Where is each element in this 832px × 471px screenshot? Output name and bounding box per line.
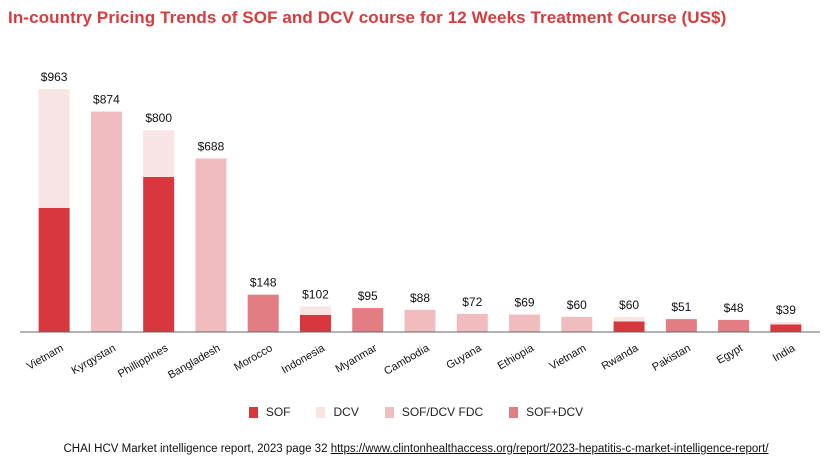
legend-swatch <box>248 406 258 418</box>
bar-segment-dcv <box>613 316 645 322</box>
bar-value-label: $69 <box>515 296 535 310</box>
x-tick-label: Rwanda <box>600 342 642 373</box>
x-tick-label: India <box>771 342 798 365</box>
bar-segment-sof-dcv-fdc <box>195 158 227 332</box>
bar-value-label: $39 <box>776 303 796 317</box>
source-text: CHAI HCV Market intelligence report, 202… <box>63 443 328 455</box>
bar-segment-sof-dcv-fdc <box>561 316 593 332</box>
bar-value-label: $800 <box>145 111 172 125</box>
bar-segment-sof-dcv-fdc <box>404 309 436 332</box>
bar-value-label: $60 <box>619 298 639 312</box>
x-tick-label: Cambodia <box>382 342 432 378</box>
legend-item: SOF+DCV <box>509 405 583 419</box>
bar-value-label: $48 <box>724 301 744 315</box>
legend-label: SOF+DCV <box>526 405 584 419</box>
bar-segment-dcv <box>38 89 70 208</box>
bar-chart: $963 Vietnam $874 Kyrgystan $800 Phillippines… <box>20 70 820 382</box>
bar-value-label: $874 <box>93 93 120 107</box>
x-tick-label: Myanmar <box>334 342 380 375</box>
legend-item: DCV <box>316 405 359 419</box>
legend-label: SOF <box>265 405 291 419</box>
bar-segment-dcv <box>770 322 802 325</box>
bar-value-label: $51 <box>671 300 691 314</box>
chart-title: In-country Pricing Trends of SOF and DCV… <box>8 8 727 27</box>
bar-value-label: $72 <box>462 295 482 309</box>
bar-segment-sof-dcv-fdc <box>509 314 541 332</box>
x-tick-label: Bangladesh <box>166 342 222 381</box>
x-tick-label: Indonesia <box>280 342 328 377</box>
bar-value-label: $963 <box>41 70 68 84</box>
legend-swatch <box>316 406 326 418</box>
bar-value-label: $688 <box>198 139 225 153</box>
x-tick-label: Egypt <box>715 342 745 366</box>
legend-item: SOF/DCV FDC <box>384 405 484 419</box>
x-tick-label: Phillippines <box>116 342 171 380</box>
bar-value-label: $95 <box>358 289 378 303</box>
legend: SOF DCV SOF/DCV FDC SOF+DCV <box>0 405 832 419</box>
bar-value-label: $60 <box>567 298 587 312</box>
bar-segment-sof <box>613 321 645 332</box>
bar-segment-sof <box>770 324 802 332</box>
x-tick-label: Morocco <box>232 342 275 373</box>
bar-value-label: $148 <box>250 276 277 290</box>
bar-segment-sof <box>143 176 175 332</box>
bar-segment-dcv <box>143 130 175 177</box>
bar-segment-sof-dcv <box>247 294 279 332</box>
x-tick-label: Guyana <box>444 342 484 372</box>
source-link[interactable]: https://www.clintonhealthaccess.org/repo… <box>330 443 769 455</box>
bar-segment-sof <box>38 207 70 332</box>
bar-segment-sof-dcv-fdc <box>90 111 122 332</box>
legend-swatch <box>509 406 519 418</box>
bar-segment-sof-dcv <box>718 319 750 332</box>
x-tick-label: Kyrgystan <box>70 342 118 377</box>
x-tick-label: Vietnam <box>25 342 66 372</box>
x-tick-label: Ethiopia <box>496 342 537 373</box>
bar-segment-sof-dcv <box>352 308 384 332</box>
legend-item: SOF <box>248 405 291 419</box>
bar-segment-sof <box>299 314 331 332</box>
legend-swatch <box>384 406 394 418</box>
bar-value-label: $88 <box>410 291 430 305</box>
x-tick-label: Pakistan <box>650 342 693 373</box>
bar-segment-sof-dcv <box>665 319 697 332</box>
bar-segment-sof-dcv-fdc <box>456 313 488 332</box>
bar-value-label: $102 <box>302 287 329 301</box>
legend-label: SOF/DCV FDC <box>401 405 484 419</box>
x-tick-label: Vietnam <box>548 342 589 372</box>
legend-label: DCV <box>333 405 359 419</box>
bar-segment-dcv <box>299 306 331 315</box>
source-citation: CHAI HCV Market intelligence report, 202… <box>0 443 832 455</box>
